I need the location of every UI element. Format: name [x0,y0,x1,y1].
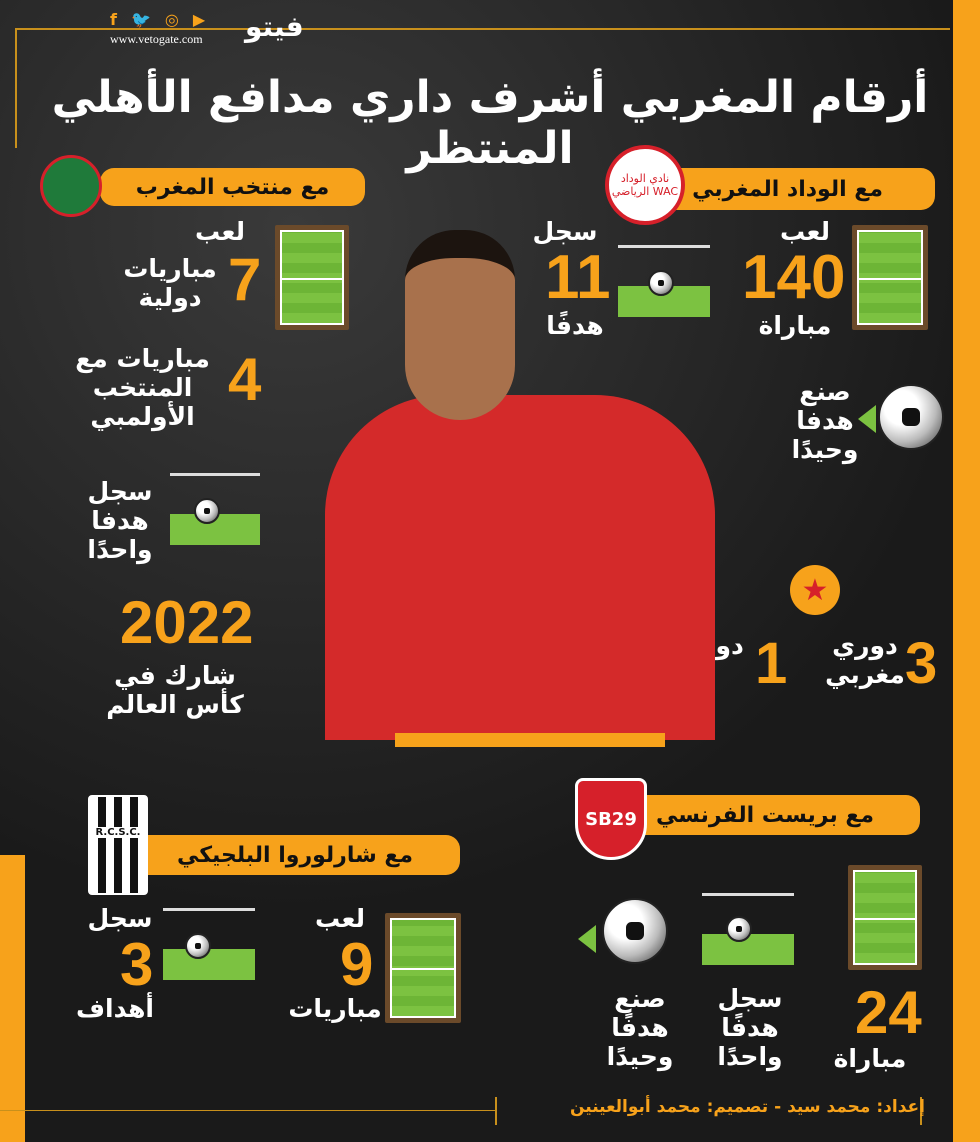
morocco-crest [40,155,102,217]
arrow-icon [858,405,876,433]
label: مباريات مع المنتخب الأولمبي [75,344,210,431]
charleroi-crest: R.C.S.C. [88,795,148,895]
youtube-icon[interactable]: ▶ [192,10,206,29]
label: سجل [532,217,598,246]
label: مباراة [758,311,832,340]
brest-header: مع بريست الفرنسي [610,795,920,835]
pitch-icon [852,225,928,330]
bottom-divider [0,1110,495,1111]
stat-number: 4 [228,346,262,413]
stat-number: 11 [545,243,611,312]
medal-icon: ★ [790,565,840,615]
crest-text: R.C.S.C. [95,827,141,838]
goal-icon [163,908,255,980]
label: لعب [780,217,830,246]
left-accent-strip [0,855,25,1142]
facebook-icon[interactable]: f [110,10,117,29]
ball-icon [602,898,668,964]
page-title: أرقام المغربي أشرف داري مدافع الأهلي الم… [51,72,930,174]
label: صنع هدفا وحيدًا [791,377,859,464]
label: سجل [87,904,153,933]
vetogate-logo: فيتو [245,10,304,43]
label: مباريات [288,994,382,1023]
ball-icon [878,384,944,450]
stat-number: 24 [855,979,922,1046]
stat-number: 1 [755,631,788,696]
social-icons: f 🐦 ◎ ▶ [110,10,205,29]
goal-icon [170,473,260,545]
left-divider [15,28,17,148]
twitter-icon[interactable]: 🐦 [130,10,151,29]
bottom-divider-tick [920,1097,922,1125]
label: دوري مغربي [825,631,905,689]
stat-number: 3 [120,931,154,998]
player-head [405,230,515,420]
label: أهداف [76,994,154,1023]
label: مباريات دولية [123,254,217,312]
right-accent-strip [953,0,980,1142]
top-divider [15,28,950,30]
charleroi-header: مع شارلوروا البلجيكي [130,835,460,875]
stat-number: 3 [905,631,938,696]
wydad-header: مع الوداد المغربي [640,168,935,210]
stat-number: 140 [742,243,846,312]
stat-number: 7 [228,246,262,313]
bottom-divider-tick [495,1097,497,1125]
instagram-icon[interactable]: ◎ [164,10,179,29]
label: لعب [315,904,365,933]
wydad-crest: نادي الوداد الرياضي WAC [605,145,685,225]
player-base-bar [395,733,665,747]
goal-icon [702,893,794,965]
brest-crest: SB29 [575,778,647,860]
label: لعب [195,217,245,246]
pitch-icon [385,913,461,1023]
arrow-icon [578,925,596,953]
morocco-header: مع منتخب المغرب [100,168,365,206]
label: سجل هدفا واحدًا [87,477,153,564]
pitch-icon [275,225,349,330]
goal-icon [618,245,710,317]
label: هدفًا [546,311,604,340]
pitch-icon [848,865,922,970]
label: شارك في كأس العالم [106,661,244,719]
stat-number: 9 [340,931,374,998]
credits: إعداد: محمد سيد - تصميم: محمد أبوالعينين [569,1097,925,1117]
label: سجل هدفًا واحدًا [717,984,783,1071]
player-shirt [325,395,715,740]
label: صنع هدفًا وحيدًا [606,984,674,1071]
label: مباراة [833,1044,907,1073]
stat-number: 2022 [120,589,254,656]
website-url[interactable]: www.vetogate.com [110,32,203,46]
